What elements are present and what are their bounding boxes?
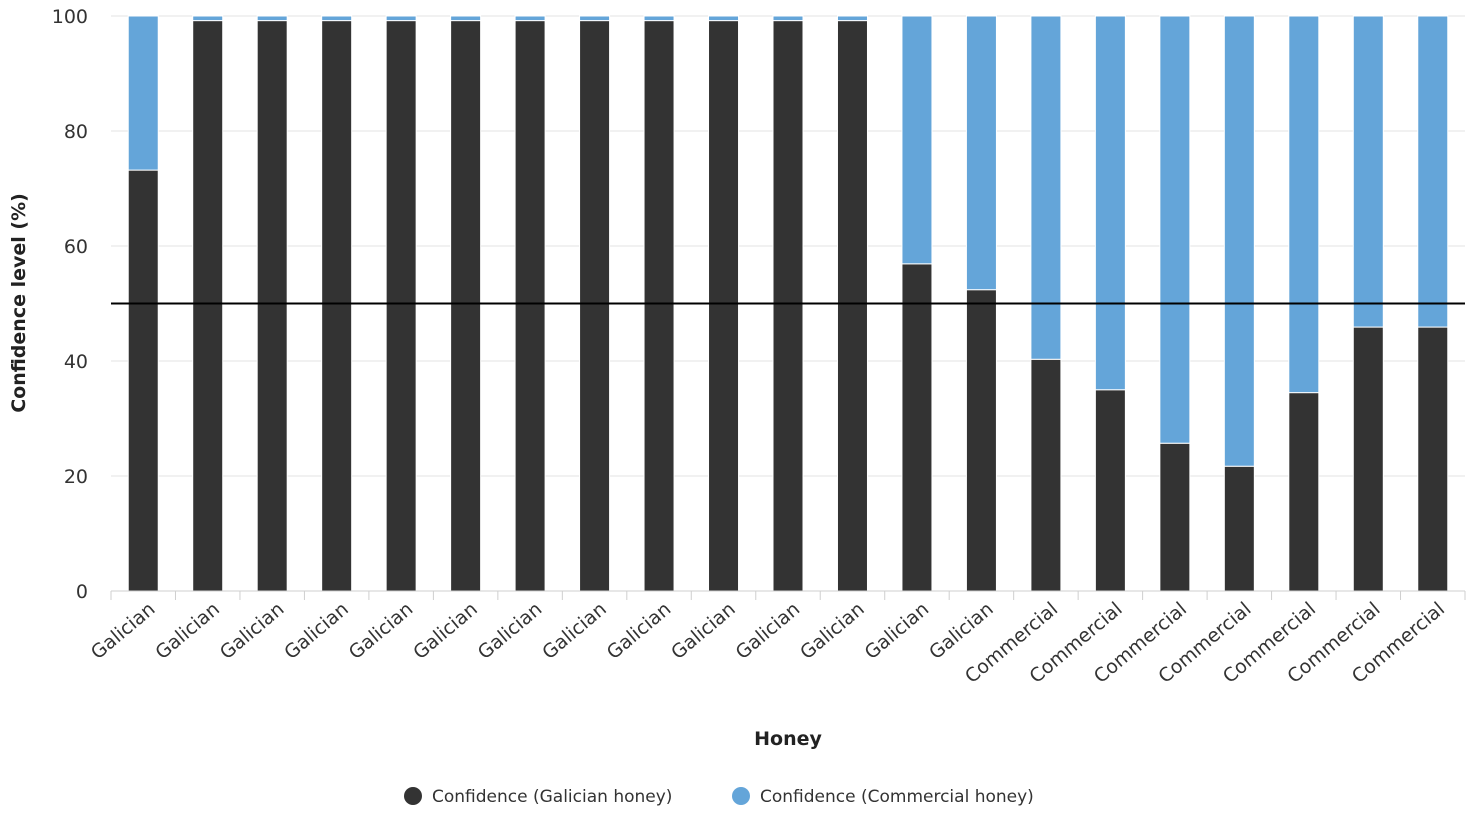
legend-item-commercial[interactable]: Confidence (Commercial honey) [732, 787, 1034, 807]
x-tick-label: Galician [345, 598, 418, 664]
bar-commercial-confidence[interactable] [1159, 15, 1191, 444]
legend-label-commercial: Confidence (Commercial honey) [760, 787, 1034, 807]
legend-marker-commercial [732, 787, 750, 805]
bar-commercial-confidence[interactable] [127, 15, 159, 171]
bar-commercial-confidence[interactable] [1417, 15, 1449, 328]
bar-commercial-confidence[interactable] [1094, 15, 1126, 391]
bar-galician-confidence[interactable] [643, 20, 675, 592]
bar-commercial-confidence[interactable] [1352, 15, 1384, 328]
bar-galician-confidence[interactable] [1094, 389, 1126, 592]
bar-commercial-confidence[interactable] [450, 15, 482, 22]
x-axis-title: Honey [754, 728, 822, 750]
legend: Confidence (Galician honey) Confidence (… [404, 787, 1034, 807]
bar-galician-confidence[interactable] [772, 20, 804, 592]
bar-galician-confidence[interactable] [836, 20, 868, 592]
bar-galician-confidence[interactable] [385, 20, 417, 592]
bar-commercial-confidence[interactable] [708, 15, 740, 22]
x-tick-label: Galician [409, 598, 482, 664]
bar-galician-confidence[interactable] [1288, 392, 1320, 592]
x-tick-label: Galician [151, 598, 224, 664]
y-tick-label: 0 [76, 581, 88, 603]
bar-commercial-confidence[interactable] [1030, 15, 1062, 360]
bar-commercial-confidence[interactable] [836, 15, 868, 22]
bar-commercial-confidence[interactable] [256, 15, 288, 22]
bar-galician-confidence[interactable] [192, 20, 224, 592]
bar-commercial-confidence[interactable] [579, 15, 611, 22]
bar-commercial-confidence[interactable] [514, 15, 546, 22]
x-tick-label: Galician [861, 598, 934, 664]
bar-galician-confidence[interactable] [1352, 326, 1384, 592]
bar-galician-confidence[interactable] [1417, 326, 1449, 592]
bar-commercial-confidence[interactable] [1288, 15, 1320, 394]
legend-marker-galician [404, 787, 422, 805]
bar-galician-confidence[interactable] [708, 20, 740, 592]
bar-commercial-confidence[interactable] [901, 15, 933, 265]
y-tick-label: 80 [64, 121, 88, 143]
y-tick-label: 100 [52, 6, 88, 28]
bar-galician-confidence[interactable] [514, 20, 546, 592]
bar-commercial-confidence[interactable] [643, 15, 675, 22]
x-tick-label: Galician [280, 598, 353, 664]
y-tick-label: 60 [64, 236, 88, 258]
bar-commercial-confidence[interactable] [321, 15, 353, 22]
bar-galician-confidence[interactable] [1159, 442, 1191, 592]
legend-item-galician[interactable]: Confidence (Galician honey) [404, 787, 672, 807]
bar-galician-confidence[interactable] [256, 20, 288, 592]
bar-galician-confidence[interactable] [901, 263, 933, 592]
x-tick-label: Galician [603, 598, 676, 664]
bar-commercial-confidence[interactable] [1223, 15, 1255, 467]
bar-galician-confidence[interactable] [321, 20, 353, 592]
x-tick-label: Galician [538, 598, 611, 664]
bar-galician-confidence[interactable] [450, 20, 482, 592]
bar-commercial-confidence[interactable] [192, 15, 224, 22]
x-tick-label: Galician [474, 598, 547, 664]
x-tick-label: Galician [732, 598, 805, 664]
y-tick-label: 20 [64, 466, 88, 488]
y-tick-label: 40 [64, 351, 88, 373]
bar-commercial-confidence[interactable] [965, 15, 997, 291]
x-tick-label: Galician [87, 598, 160, 664]
y-axis-title: Confidence level (%) [8, 193, 30, 413]
bar-galician-confidence[interactable] [579, 20, 611, 592]
bar-galician-confidence[interactable] [965, 289, 997, 592]
bar-commercial-confidence[interactable] [772, 15, 804, 22]
legend-label-galician: Confidence (Galician honey) [432, 787, 672, 807]
bar-galician-confidence[interactable] [127, 169, 159, 592]
bar-galician-confidence[interactable] [1030, 358, 1062, 592]
x-tick-label: Galician [216, 598, 289, 664]
bar-commercial-confidence[interactable] [385, 15, 417, 22]
x-tick-label: Galician [667, 598, 740, 664]
x-tick-label: Galician [796, 598, 869, 664]
bars [127, 15, 1449, 592]
bar-galician-confidence[interactable] [1223, 465, 1255, 592]
